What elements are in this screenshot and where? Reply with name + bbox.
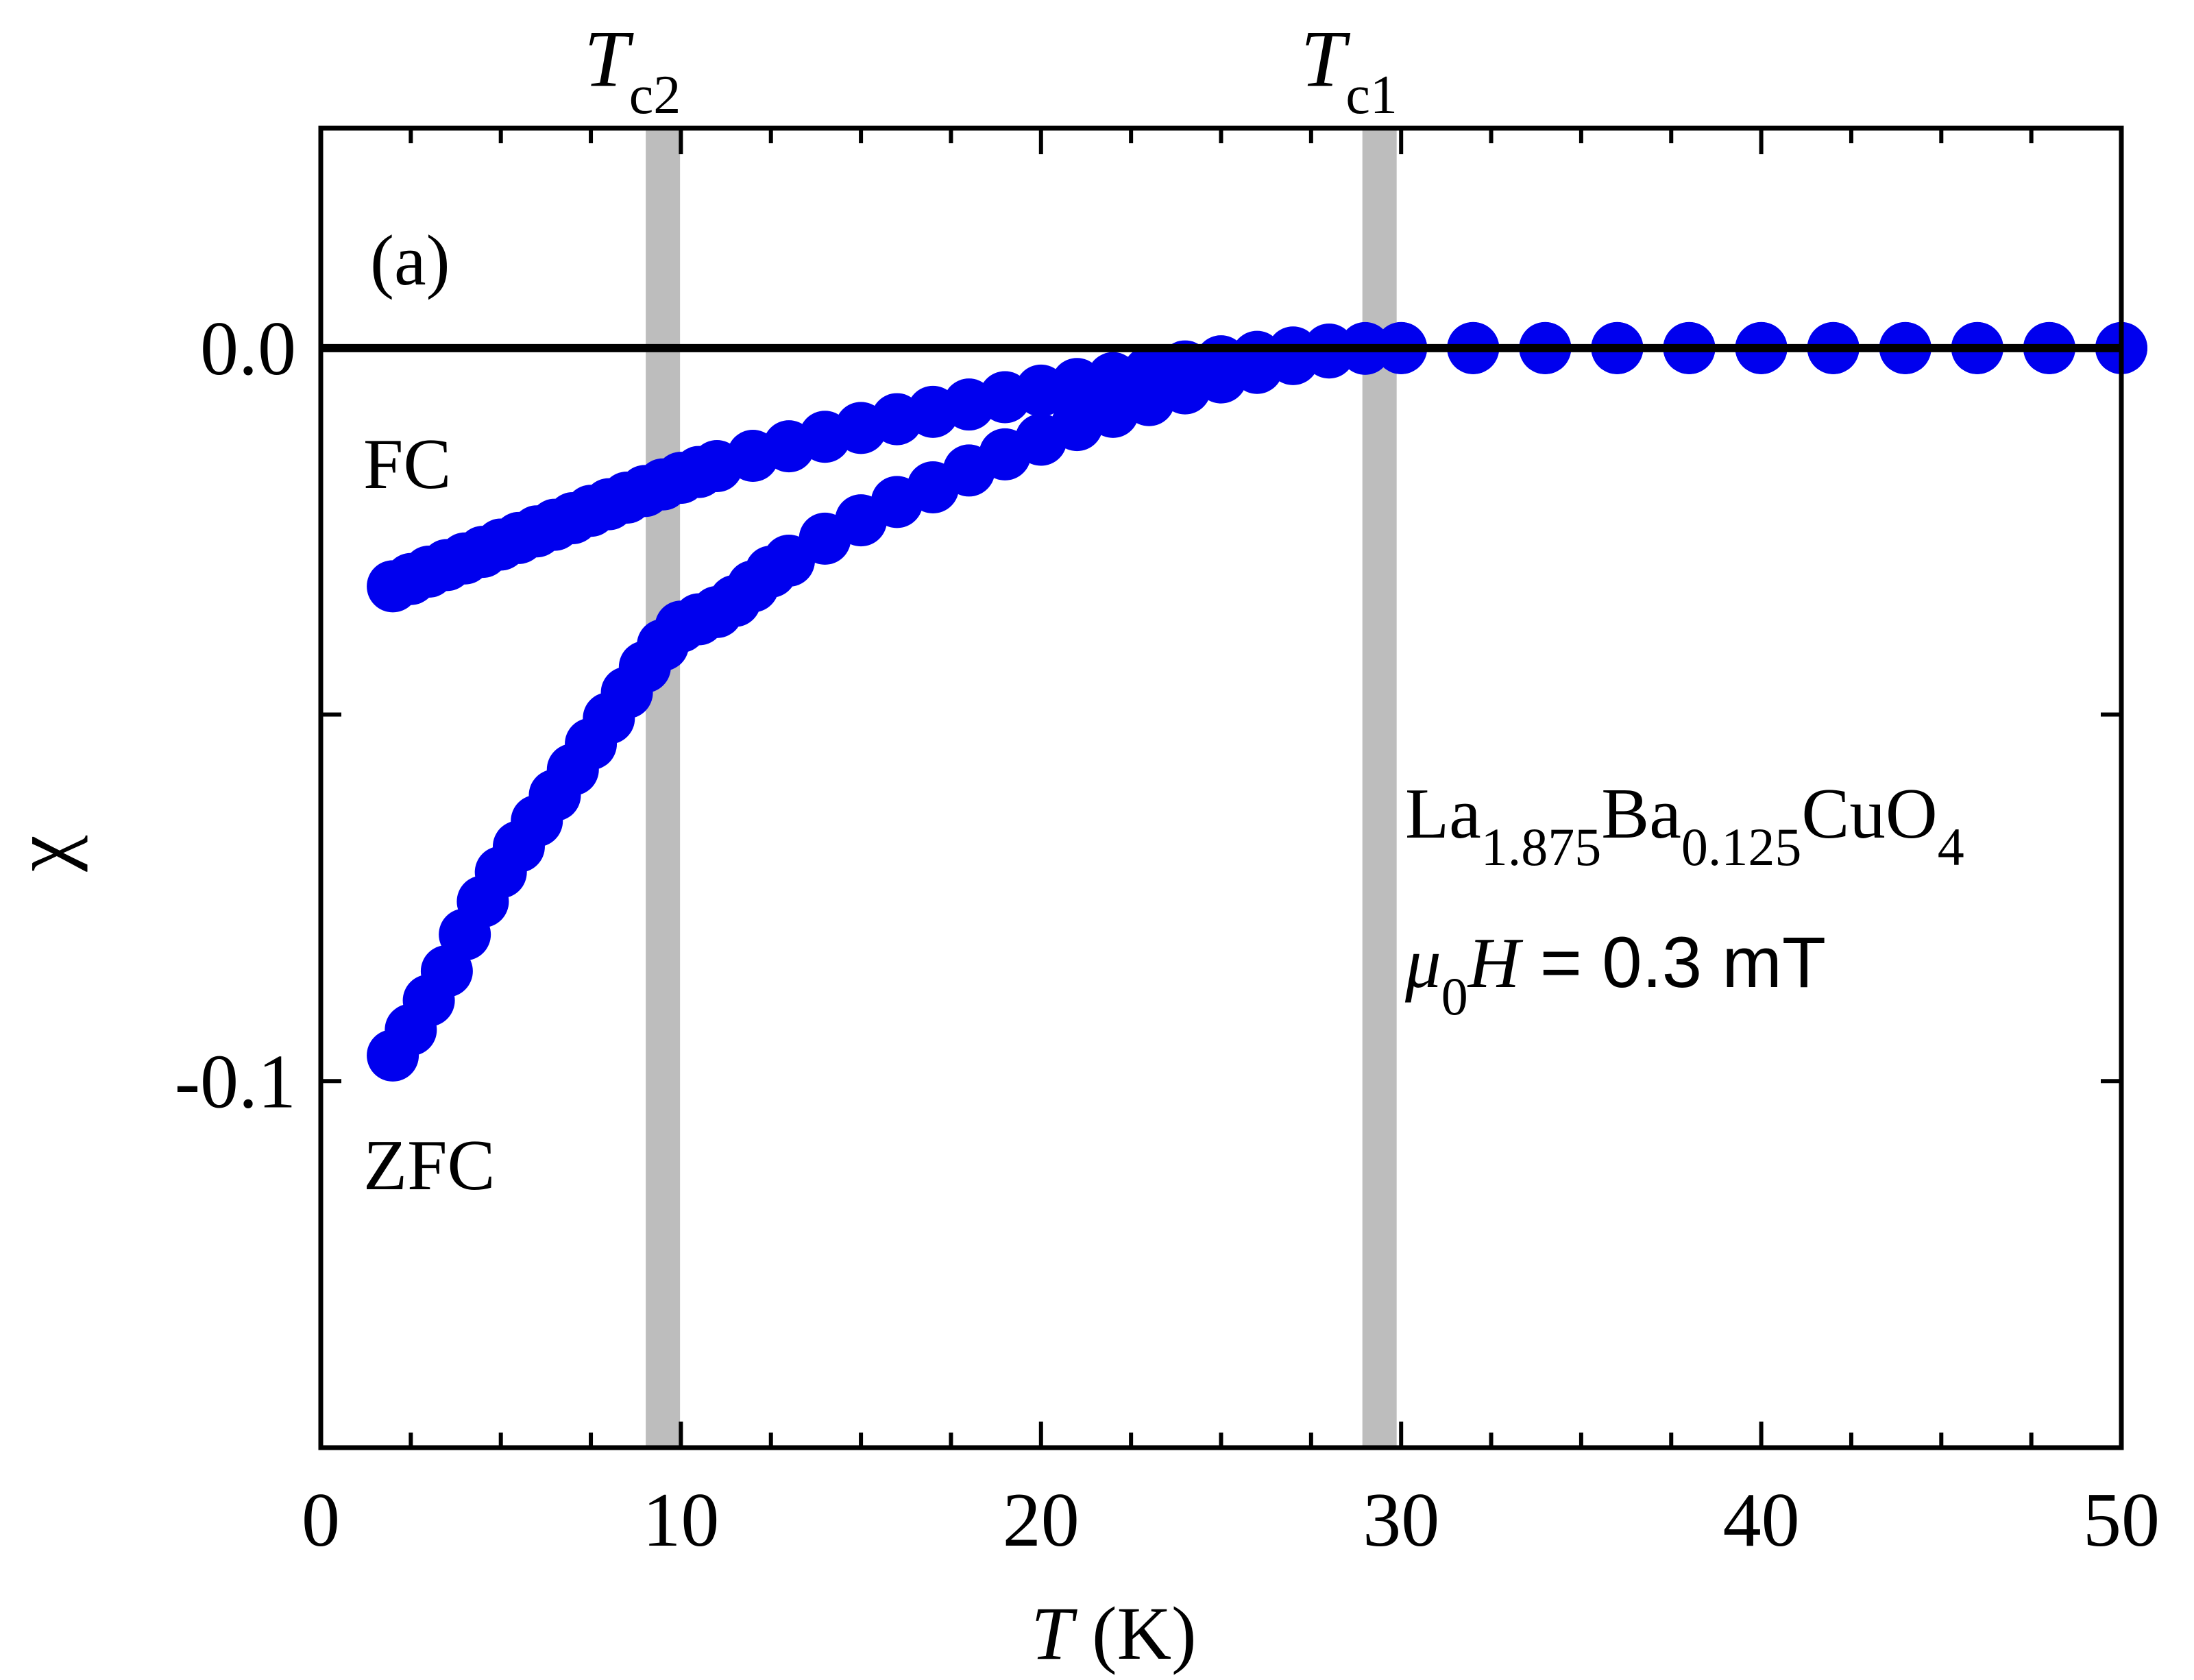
x-tick-label: 30 [1363,1478,1439,1563]
x-tick-label: 50 [2083,1478,2160,1563]
fc-curve-label: FC [363,424,451,504]
x-axis-ticks: 0 10 20 30 40 50 [302,128,2160,1563]
band-c2 [646,128,681,1448]
band-label-c1: Tc1 [1301,14,1398,125]
x-tick-label: 20 [1003,1478,1080,1563]
band-label-c2: Tc2 [584,14,681,125]
x-axis-title: T (K) [1031,1592,1196,1675]
field-annotation: μ0H = 0.3 mT [1404,923,1826,1026]
series-zfc [367,321,2147,1082]
x-tick-label: 40 [1723,1478,1800,1563]
x-tick-label: 0 [302,1478,340,1563]
band-labels: Tc2 Tc1 [584,14,1398,125]
y-axis-title: χ [0,835,88,872]
y-tick-label: 0.0 [200,306,296,391]
sample-formula: La1.875Ba0.125CuO4 [1405,773,1964,877]
panel-label: (a) [370,220,450,300]
zfc-curve-label: ZFC [363,1125,496,1205]
data-series [367,321,2147,1082]
y-axis-ticks: 0.0 -0.1 [175,306,2121,1124]
y-tick-label: -0.1 [175,1039,296,1124]
x-tick-label: 10 [642,1478,719,1563]
